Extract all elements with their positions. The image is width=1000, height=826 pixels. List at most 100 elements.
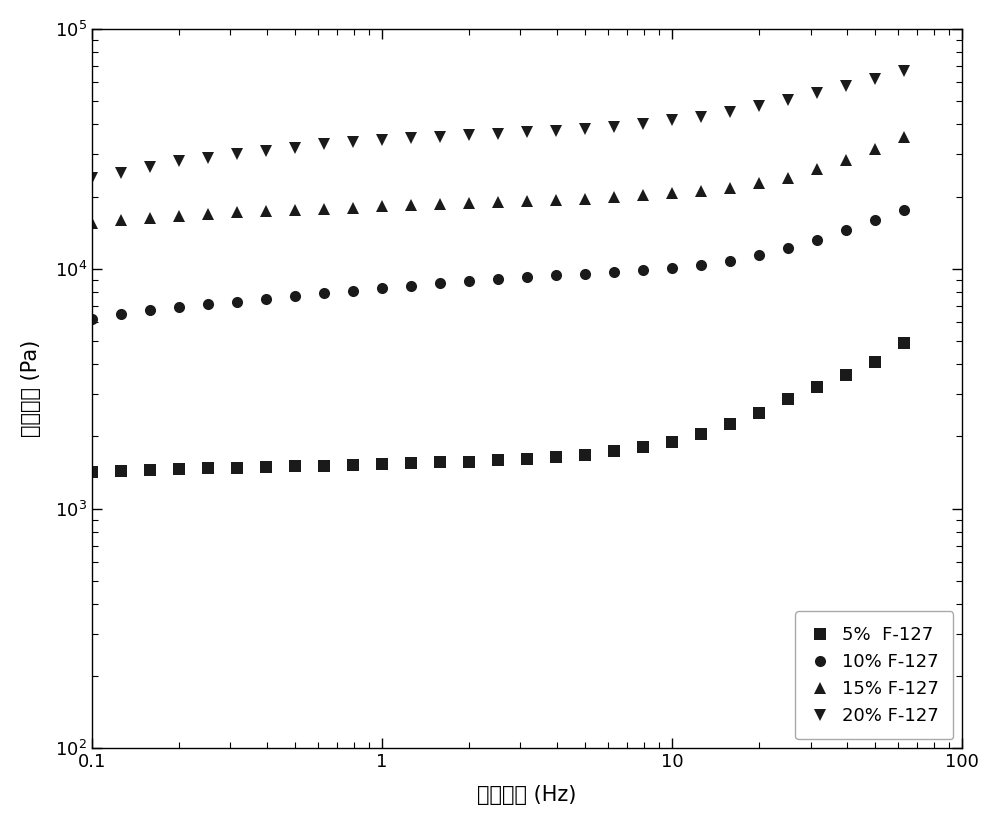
10% F-127 [782, 243, 794, 253]
15% F-127 [724, 183, 736, 192]
10% F-127 [144, 306, 156, 316]
20% F-127 [898, 65, 910, 75]
20% F-127 [666, 116, 678, 126]
10% F-127 [434, 278, 446, 288]
15% F-127 [173, 211, 185, 221]
20% F-127 [318, 140, 330, 150]
10% F-127 [579, 269, 591, 279]
5%  F-127 [173, 464, 185, 474]
20% F-127 [811, 88, 823, 98]
15% F-127 [521, 196, 533, 206]
20% F-127 [173, 156, 185, 166]
Legend: 5%  F-127, 10% F-127, 15% F-127, 20% F-127: 5% F-127, 10% F-127, 15% F-127, 20% F-12… [795, 611, 953, 739]
5%  F-127 [492, 455, 504, 465]
15% F-127 [289, 205, 301, 215]
15% F-127 [753, 178, 765, 188]
15% F-127 [782, 173, 794, 183]
Line: 10% F-127: 10% F-127 [86, 205, 910, 324]
X-axis label: 扫描频率 (Hz): 扫描频率 (Hz) [477, 786, 577, 805]
10% F-127 [115, 309, 127, 319]
20% F-127 [347, 137, 359, 147]
10% F-127 [898, 206, 910, 216]
20% F-127 [521, 127, 533, 137]
5%  F-127 [782, 395, 794, 405]
20% F-127 [289, 143, 301, 153]
10% F-127 [608, 267, 620, 277]
15% F-127 [492, 197, 504, 206]
5%  F-127 [811, 382, 823, 392]
5%  F-127 [695, 429, 707, 439]
10% F-127 [463, 276, 475, 286]
15% F-127 [231, 207, 243, 217]
5%  F-127 [579, 449, 591, 459]
10% F-127 [86, 314, 98, 324]
20% F-127 [144, 162, 156, 172]
20% F-127 [405, 133, 417, 143]
20% F-127 [753, 102, 765, 112]
Line: 15% F-127: 15% F-127 [86, 131, 910, 229]
5%  F-127 [840, 370, 852, 380]
5%  F-127 [753, 408, 765, 418]
20% F-127 [550, 126, 562, 136]
Y-axis label: 弹性模量 (Pa): 弹性模量 (Pa) [21, 340, 41, 437]
10% F-127 [811, 235, 823, 244]
15% F-127 [869, 145, 881, 154]
15% F-127 [579, 193, 591, 203]
10% F-127 [492, 273, 504, 283]
20% F-127 [463, 131, 475, 140]
10% F-127 [173, 302, 185, 312]
20% F-127 [637, 120, 649, 130]
15% F-127 [695, 186, 707, 196]
15% F-127 [463, 198, 475, 208]
20% F-127 [579, 124, 591, 134]
15% F-127 [637, 191, 649, 201]
10% F-127 [695, 259, 707, 269]
5%  F-127 [376, 458, 388, 468]
15% F-127 [550, 195, 562, 205]
10% F-127 [666, 263, 678, 273]
20% F-127 [695, 112, 707, 121]
5%  F-127 [318, 461, 330, 471]
15% F-127 [405, 200, 417, 210]
20% F-127 [260, 146, 272, 156]
5%  F-127 [405, 458, 417, 468]
20% F-127 [376, 135, 388, 145]
15% F-127 [434, 199, 446, 209]
15% F-127 [347, 202, 359, 212]
5%  F-127 [115, 466, 127, 476]
15% F-127 [318, 204, 330, 214]
5%  F-127 [550, 452, 562, 462]
15% F-127 [202, 209, 214, 219]
15% F-127 [144, 213, 156, 223]
15% F-127 [376, 202, 388, 211]
10% F-127 [376, 283, 388, 293]
15% F-127 [608, 192, 620, 202]
20% F-127 [492, 129, 504, 139]
20% F-127 [202, 153, 214, 163]
10% F-127 [347, 286, 359, 296]
Line: 5%  F-127: 5% F-127 [86, 338, 910, 477]
20% F-127 [840, 81, 852, 91]
5%  F-127 [724, 419, 736, 429]
10% F-127 [637, 265, 649, 275]
10% F-127 [724, 256, 736, 266]
5%  F-127 [869, 357, 881, 367]
20% F-127 [231, 150, 243, 159]
10% F-127 [231, 297, 243, 306]
5%  F-127 [608, 447, 620, 457]
15% F-127 [811, 164, 823, 174]
10% F-127 [202, 300, 214, 310]
20% F-127 [869, 74, 881, 83]
5%  F-127 [521, 454, 533, 464]
20% F-127 [86, 173, 98, 183]
5%  F-127 [231, 463, 243, 472]
10% F-127 [521, 273, 533, 282]
5%  F-127 [86, 467, 98, 477]
15% F-127 [898, 132, 910, 142]
20% F-127 [115, 169, 127, 178]
10% F-127 [550, 270, 562, 280]
15% F-127 [666, 188, 678, 198]
10% F-127 [753, 250, 765, 260]
5%  F-127 [289, 462, 301, 472]
10% F-127 [840, 225, 852, 235]
